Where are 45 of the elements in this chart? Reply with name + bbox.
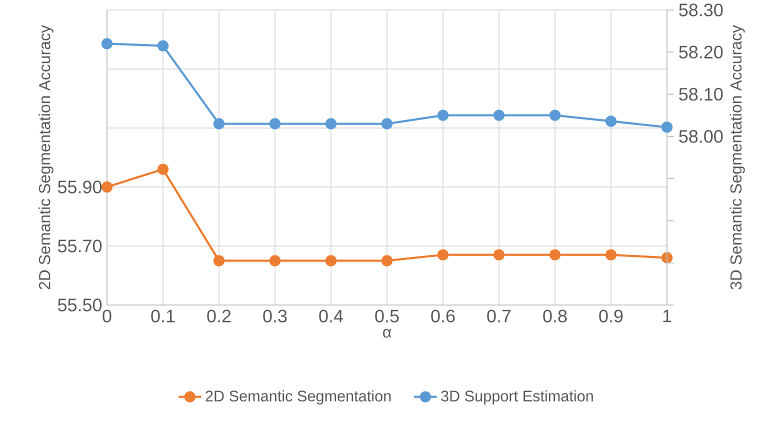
point: [661, 122, 673, 133]
x-tick-label: 0.9: [599, 310, 623, 322]
point: [605, 249, 617, 260]
point: [213, 118, 225, 130]
x-tick-label: 0.8: [543, 310, 567, 322]
point: [437, 249, 449, 260]
point: [493, 249, 505, 260]
x-tick-label: 0.6: [431, 310, 455, 322]
x-tick-label: 0.7: [487, 310, 511, 322]
point: [269, 255, 281, 266]
y2-axis-title: 3D Semantic Segmentation Accuracy: [730, 25, 745, 290]
x-tick-label: 0.2: [207, 310, 231, 322]
y2-tick-label: 58.10: [679, 88, 723, 101]
point: [381, 118, 393, 130]
point: [437, 110, 449, 121]
point: [325, 255, 337, 266]
x-tick-label: 0.3: [263, 310, 287, 322]
legend-label: 3D Support Estimation: [441, 390, 593, 405]
y2-tick-label: 58.00: [679, 130, 723, 143]
x-axis-title: α: [383, 328, 392, 338]
point: [549, 110, 561, 121]
x-tick-label: 0.1: [151, 310, 175, 322]
y-tick-label: 55.90: [58, 180, 102, 194]
point: [381, 255, 393, 266]
point: [605, 116, 617, 127]
legend-label: 2D Semantic Segmentation: [206, 390, 391, 405]
x-tick-label: 0.5: [375, 310, 399, 322]
point: [661, 252, 673, 264]
y-tick-label: 55.50: [58, 298, 102, 312]
point: [493, 110, 505, 121]
point: [325, 118, 337, 130]
y2-tick-label: 58.20: [679, 46, 723, 58]
x-tick-label: 0.4: [319, 310, 343, 322]
point: [269, 118, 281, 130]
y2-tick-label: 58.30: [679, 4, 723, 16]
x-tick-label: 0: [102, 310, 112, 322]
point: [213, 255, 225, 266]
point: [157, 164, 169, 175]
y-tick-label: 55.70: [58, 240, 102, 252]
point: [101, 181, 113, 193]
point: [157, 40, 169, 52]
x-tick-label: 1: [663, 310, 672, 322]
point: [549, 249, 561, 260]
y-axis-title: 2D Semantic Segmentation Accuracy: [38, 25, 54, 290]
point: [101, 38, 113, 50]
